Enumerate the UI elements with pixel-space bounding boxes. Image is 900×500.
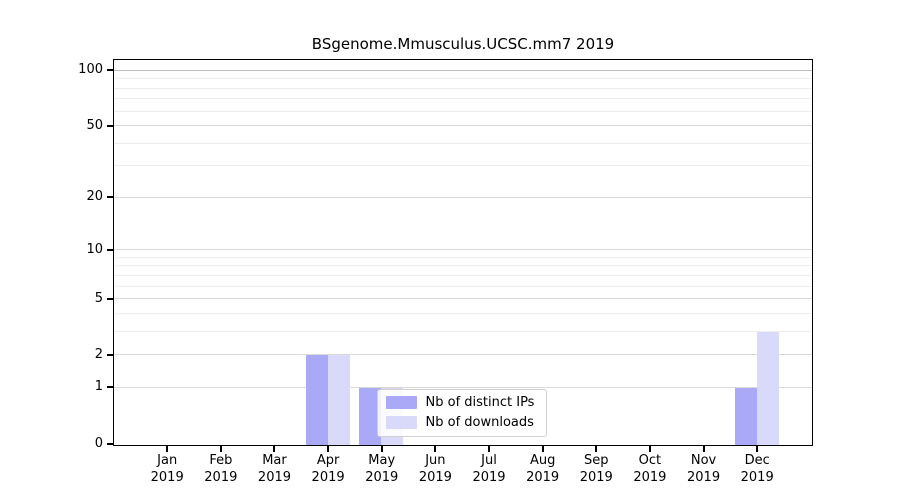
month-year: 2019 xyxy=(526,470,560,485)
x-tick-label-dec: Dec 2019 xyxy=(729,452,785,486)
month-name: Oct xyxy=(638,453,662,468)
x-tick-mark xyxy=(327,445,330,452)
x-tick-mark xyxy=(273,445,276,452)
plot-area: Nb of distinct IPs Nb of downloads xyxy=(112,58,813,446)
x-tick-mark xyxy=(219,445,222,452)
month-name: Jun xyxy=(425,453,446,468)
y-tick-label: 5 xyxy=(94,290,103,306)
y-tick-mark xyxy=(106,124,113,127)
x-tick-label-jan: Jan 2019 xyxy=(139,452,195,486)
legend-row: Nb of downloads xyxy=(385,414,538,431)
gridline-minor xyxy=(113,98,812,100)
month-year: 2019 xyxy=(633,470,667,485)
x-tick-label-oct: Oct 2019 xyxy=(622,452,678,486)
legend: Nb of distinct IPs Nb of downloads xyxy=(376,388,547,437)
legend-swatch xyxy=(385,396,417,410)
y-tick-label: 2 xyxy=(94,346,103,362)
x-tick-label-mar: Mar 2019 xyxy=(246,452,302,486)
month-year: 2019 xyxy=(687,470,721,485)
month-name: Sep xyxy=(584,453,609,468)
x-tick-mark xyxy=(595,445,598,452)
month-year: 2019 xyxy=(257,470,292,485)
x-tick-label-jul: Jul 2019 xyxy=(461,452,517,486)
bar-apr-distinct-ips xyxy=(305,355,328,445)
gridline-minor xyxy=(113,285,812,287)
gridline-1 xyxy=(113,386,812,388)
y-tick-label: 0 xyxy=(94,435,103,451)
y-tick-mark xyxy=(106,442,113,445)
y-tick-mark xyxy=(106,386,113,389)
y-tick-mark xyxy=(106,297,113,300)
gridline-10 xyxy=(113,249,812,251)
gridline-minor xyxy=(113,274,812,276)
gridline-2 xyxy=(113,354,812,356)
y-tick-mark xyxy=(106,248,113,251)
month-year: 2019 xyxy=(150,470,184,485)
y-tick-mark xyxy=(106,69,113,72)
month-year: 2019 xyxy=(204,470,238,485)
gridline-minor xyxy=(113,165,812,167)
x-tick-label-aug: Aug 2019 xyxy=(515,452,571,486)
gridline-minor xyxy=(113,87,812,89)
legend-row: Nb of distinct IPs xyxy=(385,395,538,412)
y-tick-mark xyxy=(106,353,113,356)
x-tick-mark xyxy=(702,445,705,452)
gridline-5 xyxy=(113,298,812,300)
legend-label: Nb of downloads xyxy=(425,414,534,430)
month-year: 2019 xyxy=(418,470,452,485)
y-tick-label: 20 xyxy=(86,189,103,205)
gridline-minor xyxy=(113,110,812,112)
gridline-20 xyxy=(113,196,812,198)
y-tick-label: 1 xyxy=(94,379,103,395)
gridline-minor xyxy=(113,142,812,144)
bar-dec-distinct-ips xyxy=(734,387,757,445)
gridline-minor xyxy=(113,256,812,258)
y-tick-label: 50 xyxy=(86,117,103,133)
month-name: Aug xyxy=(529,453,556,468)
x-tick-label-nov: Nov 2019 xyxy=(676,452,732,486)
y-tick-label: 100 xyxy=(78,62,103,78)
gridline-minor xyxy=(113,78,812,80)
legend-swatch xyxy=(385,415,417,429)
month-name: Nov xyxy=(690,453,717,468)
month-year: 2019 xyxy=(311,470,345,485)
month-name: Jan xyxy=(157,453,178,468)
month-year: 2019 xyxy=(740,470,774,485)
x-tick-mark xyxy=(166,445,169,452)
x-tick-label-apr: Apr 2019 xyxy=(300,452,356,486)
x-tick-mark xyxy=(756,445,759,452)
y-tick-mark xyxy=(106,196,113,199)
chart-title: BSgenome.Mmusculus.UCSC.mm7 2019 xyxy=(311,35,615,53)
gridline-50 xyxy=(113,125,812,127)
y-tick-label: 10 xyxy=(86,241,103,257)
gridline-minor xyxy=(113,265,812,267)
x-tick-mark xyxy=(380,445,383,452)
x-tick-label-may: May 2019 xyxy=(354,452,410,486)
month-year: 2019 xyxy=(579,470,613,485)
month-name: May xyxy=(368,453,396,468)
month-name: Apr xyxy=(316,453,340,468)
gridline-minor xyxy=(113,312,812,314)
month-year: 2019 xyxy=(365,470,399,485)
x-tick-label-feb: Feb 2019 xyxy=(193,452,249,486)
x-tick-label-sep: Sep 2019 xyxy=(568,452,624,486)
x-tick-mark xyxy=(488,445,490,452)
x-tick-mark xyxy=(434,445,437,452)
month-name: Dec xyxy=(744,453,770,468)
legend-label: Nb of distinct IPs xyxy=(425,395,535,411)
bar-apr-downloads xyxy=(327,355,350,445)
x-tick-label-jun: Jun 2019 xyxy=(407,452,463,486)
x-tick-mark xyxy=(541,445,544,452)
bar-may-distinct-ips xyxy=(359,387,382,445)
month-year: 2019 xyxy=(472,470,506,485)
bar-dec-downloads xyxy=(756,331,779,445)
month-name: Feb xyxy=(209,453,233,468)
month-name: Jul xyxy=(481,453,497,468)
month-name: Mar xyxy=(262,453,287,468)
gridline-100 xyxy=(113,69,812,71)
x-tick-mark xyxy=(648,445,651,452)
gridline-minor xyxy=(113,330,812,332)
